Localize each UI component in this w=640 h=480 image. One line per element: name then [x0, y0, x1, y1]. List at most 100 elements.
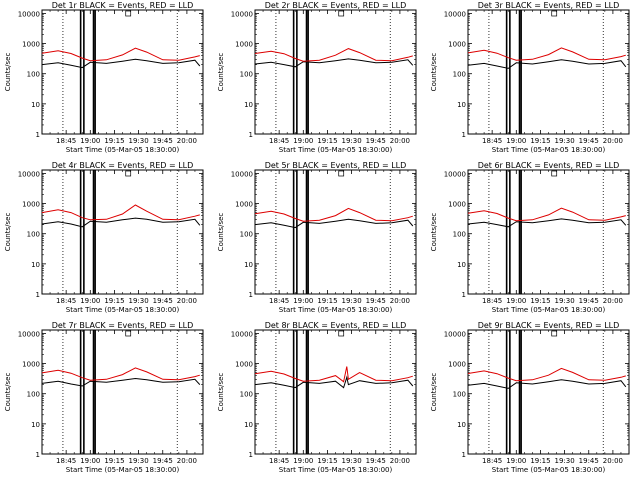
- x-tick-label: 19:15: [317, 457, 337, 465]
- y-tick-label: 100: [240, 71, 253, 79]
- y-tick-label: 10: [31, 261, 40, 269]
- y-tick-label: 10000: [231, 170, 253, 178]
- x-tick-label: 18:45: [269, 457, 289, 465]
- series-lld-line: [467, 367, 626, 382]
- marker-box: [125, 330, 132, 337]
- series-lld-line: [254, 366, 413, 383]
- detector-panel-7: Det 7r BLACK = Events, RED = LLD 1 10 100 10…: [4, 321, 204, 474]
- x-axis-label: Start Time (05-Mar-05 18:30:00): [66, 146, 180, 154]
- x-tick-label: 19:30: [129, 457, 149, 465]
- y-tick-label: 10000: [18, 330, 40, 338]
- x-tick-label: 20:00: [603, 137, 623, 145]
- y-tick-label: 10: [244, 421, 253, 429]
- y-tick-label: 1000: [22, 361, 40, 369]
- x-tick-label: 20:00: [390, 457, 410, 465]
- x-tick-label: 19:30: [555, 137, 575, 145]
- y-tick-label: 10: [31, 101, 40, 109]
- x-tick-label: 18:45: [269, 297, 289, 305]
- x-tick-label: 19:15: [530, 297, 550, 305]
- y-tick-label: 100: [240, 231, 253, 239]
- detector-panel-9: Det 9r BLACK = Events, RED = LLD 1 10 100 10…: [430, 321, 630, 474]
- x-tick-label: 19:30: [342, 457, 362, 465]
- marker-box: [125, 170, 132, 177]
- x-tick-label: 19:30: [555, 457, 575, 465]
- y-tick-label: 1000: [22, 41, 40, 49]
- x-tick-label: 19:45: [579, 297, 599, 305]
- marker-box: [338, 170, 345, 177]
- y-tick-label: 1: [249, 451, 253, 459]
- x-tick-label: 18:45: [482, 457, 502, 465]
- x-tick-label: 20:00: [177, 457, 197, 465]
- y-tick-label: 10000: [231, 330, 253, 338]
- y-tick-label: 1: [249, 131, 253, 139]
- axes-frame: [467, 169, 630, 295]
- y-tick-label: 10000: [444, 10, 466, 18]
- x-tick-label: 19:00: [506, 457, 526, 465]
- y-tick-label: 1: [249, 291, 253, 299]
- y-tick-label: 10: [457, 101, 466, 109]
- y-tick-label: 10: [457, 261, 466, 269]
- y-tick-label: 100: [453, 71, 466, 79]
- x-tick-label: 19:45: [153, 137, 173, 145]
- marker-box: [338, 10, 345, 17]
- x-tick-label: 19:45: [153, 297, 173, 305]
- x-tick-label: 18:45: [482, 137, 502, 145]
- y-tick-label: 1000: [235, 361, 253, 369]
- axes-frame: [41, 329, 204, 455]
- y-axis-label: Counts/sec: [217, 53, 225, 92]
- x-tick-label: 19:30: [129, 297, 149, 305]
- detector-panel-4: Det 4r BLACK = Events, RED = LLD 1 10 100 10…: [4, 161, 204, 314]
- y-tick-label: 1000: [448, 361, 466, 369]
- panel-title: Det 9r BLACK = Events, RED = LLD: [478, 321, 620, 330]
- panel-title: Det 2r BLACK = Events, RED = LLD: [265, 1, 407, 10]
- panel-title: Det 7r BLACK = Events, RED = LLD: [52, 321, 194, 330]
- y-tick-label: 10000: [444, 170, 466, 178]
- detector-panel-3: Det 3r BLACK = Events, RED = LLD 1 10 100 10…: [430, 1, 630, 154]
- x-tick-label: 19:00: [293, 297, 313, 305]
- y-tick-label: 1000: [448, 41, 466, 49]
- panel-title: Det 6r BLACK = Events, RED = LLD: [478, 161, 620, 170]
- x-tick-label: 19:15: [530, 137, 550, 145]
- axes-frame: [41, 169, 204, 295]
- x-tick-label: 18:45: [56, 457, 76, 465]
- x-tick-label: 19:30: [342, 137, 362, 145]
- x-tick-label: 19:00: [506, 137, 526, 145]
- x-axis-label: Start Time (05-Mar-05 18:30:00): [279, 306, 393, 314]
- x-axis-label: Start Time (05-Mar-05 18:30:00): [492, 466, 606, 474]
- x-tick-label: 19:15: [317, 297, 337, 305]
- y-tick-label: 10000: [18, 170, 40, 178]
- panel-title: Det 1r BLACK = Events, RED = LLD: [52, 1, 194, 10]
- y-tick-label: 10: [244, 101, 253, 109]
- series-events-line: [254, 218, 414, 229]
- axes-frame: [254, 169, 417, 295]
- detector-panel-8: Det 8r BLACK = Events, RED = LLD 1 10 100 10…: [217, 321, 417, 474]
- x-tick-label: 19:00: [293, 137, 313, 145]
- x-tick-label: 20:00: [603, 457, 623, 465]
- series-lld-line: [467, 207, 626, 222]
- panel-title: Det 8r BLACK = Events, RED = LLD: [265, 321, 407, 330]
- x-tick-label: 19:45: [153, 457, 173, 465]
- series-events-line: [41, 217, 201, 228]
- series-events-line: [467, 59, 627, 69]
- x-axis-label: Start Time (05-Mar-05 18:30:00): [66, 466, 180, 474]
- y-tick-label: 100: [27, 231, 40, 239]
- panel-title: Det 3r BLACK = Events, RED = LLD: [478, 1, 620, 10]
- x-tick-label: 18:45: [56, 137, 76, 145]
- x-tick-label: 20:00: [177, 137, 197, 145]
- x-tick-label: 19:15: [104, 137, 124, 145]
- y-tick-label: 100: [27, 391, 40, 399]
- y-tick-label: 1: [36, 131, 40, 139]
- x-tick-label: 19:15: [317, 137, 337, 145]
- x-tick-label: 19:00: [293, 457, 313, 465]
- x-axis-label: Start Time (05-Mar-05 18:30:00): [279, 146, 393, 154]
- y-axis-label: Counts/sec: [4, 53, 12, 92]
- y-tick-label: 10000: [231, 10, 253, 18]
- y-tick-label: 10000: [444, 330, 466, 338]
- axes-frame: [467, 9, 630, 135]
- series-events-line: [41, 58, 201, 69]
- x-tick-label: 19:45: [579, 137, 599, 145]
- detector-panel-2: Det 2r BLACK = Events, RED = LLD 1 10 100 10…: [217, 1, 417, 154]
- y-tick-label: 1: [36, 451, 40, 459]
- x-tick-label: 20:00: [390, 297, 410, 305]
- x-axis-label: Start Time (05-Mar-05 18:30:00): [492, 146, 606, 154]
